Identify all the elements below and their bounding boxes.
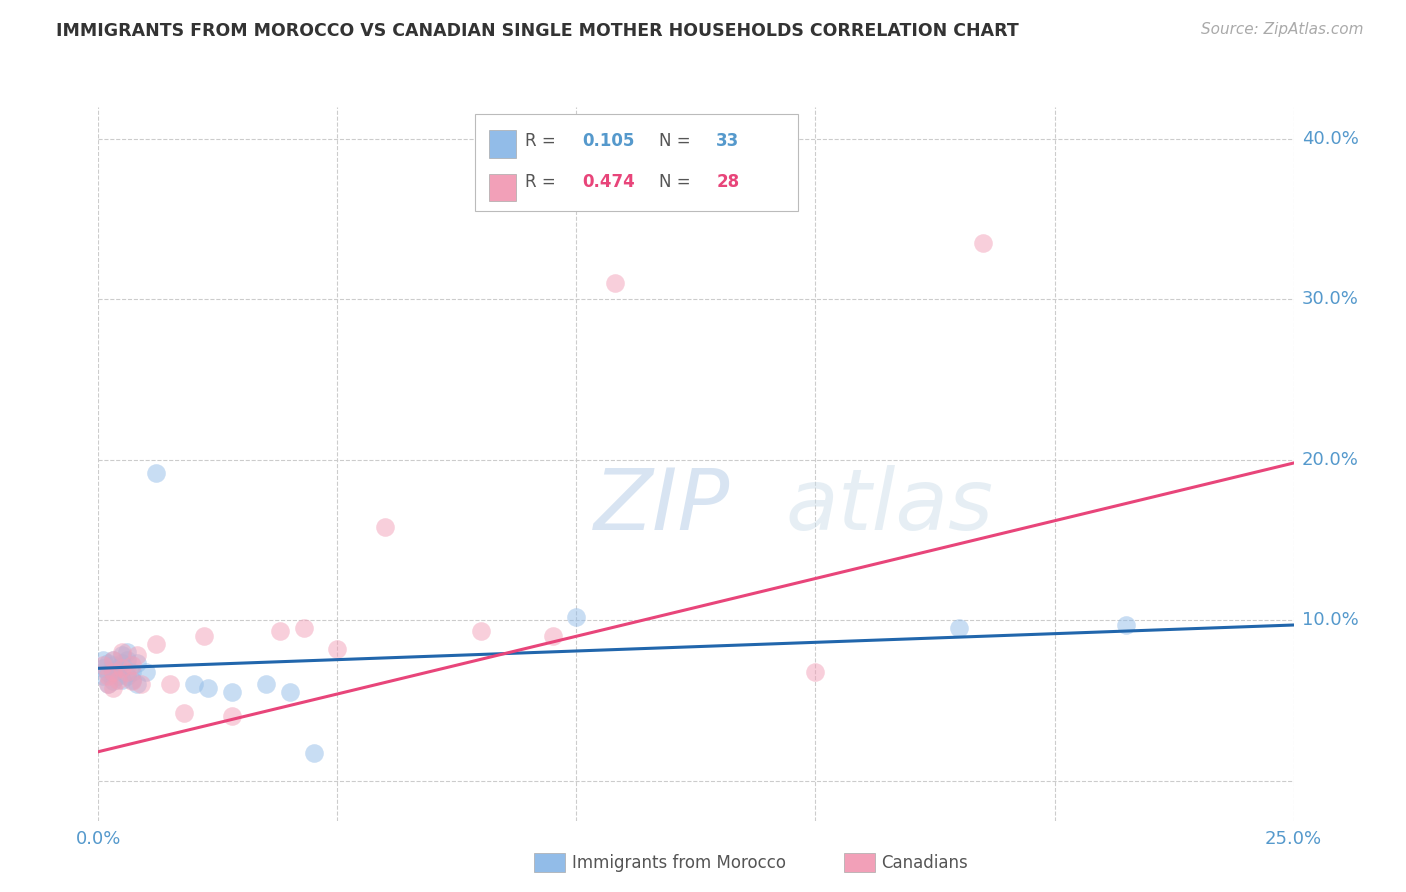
Point [121,673,143,687]
FancyBboxPatch shape [475,114,797,211]
Point [115,653,138,667]
Point [115,669,138,683]
Text: 33: 33 [716,132,740,150]
Point [97,666,120,681]
Point [159,677,181,691]
Point [145,466,167,480]
Bar [489,130,516,158]
Point [541,629,564,643]
Point [603,277,626,291]
Point [278,685,301,699]
Point [121,665,143,679]
Point [111,661,134,675]
Point [135,665,157,679]
Point [107,673,129,687]
Point [115,645,138,659]
Point [326,642,349,657]
Point [111,648,134,663]
Point [193,629,215,643]
Point [254,677,277,691]
Text: 30.0%: 30.0% [1302,291,1358,309]
Point [948,621,970,635]
Text: R =: R = [524,173,561,191]
Point [101,674,124,689]
Point [101,653,124,667]
Text: 0.474: 0.474 [582,173,636,191]
Point [145,637,167,651]
Point [111,673,134,687]
Point [292,621,315,635]
Point [121,658,143,673]
Point [197,681,219,695]
Point [97,669,120,683]
Text: IMMIGRANTS FROM MOROCCO VS CANADIAN SINGLE MOTHER HOUSEHOLDS CORRELATION CHART: IMMIGRANTS FROM MOROCCO VS CANADIAN SING… [56,22,1019,40]
Point [97,677,120,691]
Text: 40.0%: 40.0% [1302,130,1358,148]
Point [107,661,129,675]
Text: R =: R = [524,132,561,150]
Point [183,677,205,691]
Point [101,658,124,673]
Point [972,236,994,251]
Point [111,657,134,671]
Text: 10.0%: 10.0% [1302,611,1358,629]
Point [115,665,138,679]
Text: N =: N = [659,173,696,191]
Point [97,657,120,671]
Point [131,677,153,691]
Point [804,665,827,679]
Point [101,653,124,667]
Point [121,674,143,689]
Point [125,677,148,691]
Point [221,709,243,723]
Point [221,685,243,699]
Point [101,681,124,695]
Text: atlas: atlas [786,465,994,549]
Point [107,669,129,683]
Text: 28: 28 [716,173,740,191]
Point [91,658,114,673]
Text: N =: N = [659,132,696,150]
Point [101,665,124,679]
Point [1115,618,1137,632]
Point [565,610,588,624]
Text: Canadians: Canadians [882,854,969,871]
Text: 20.0%: 20.0% [1302,450,1358,469]
Point [91,669,114,683]
Point [101,665,124,679]
Text: ZIP: ZIP [595,465,731,549]
Bar [489,174,516,201]
Point [173,706,195,721]
Point [111,645,134,659]
Text: 0.105: 0.105 [582,132,636,150]
Text: Source: ZipAtlas.com: Source: ZipAtlas.com [1201,22,1364,37]
Point [91,661,114,675]
Point [269,624,291,639]
Point [302,746,325,760]
Point [125,657,148,671]
Text: Immigrants from Morocco: Immigrants from Morocco [572,854,786,871]
Point [97,677,120,691]
Point [470,624,492,639]
Point [374,520,396,534]
Point [91,653,114,667]
Point [125,648,148,663]
